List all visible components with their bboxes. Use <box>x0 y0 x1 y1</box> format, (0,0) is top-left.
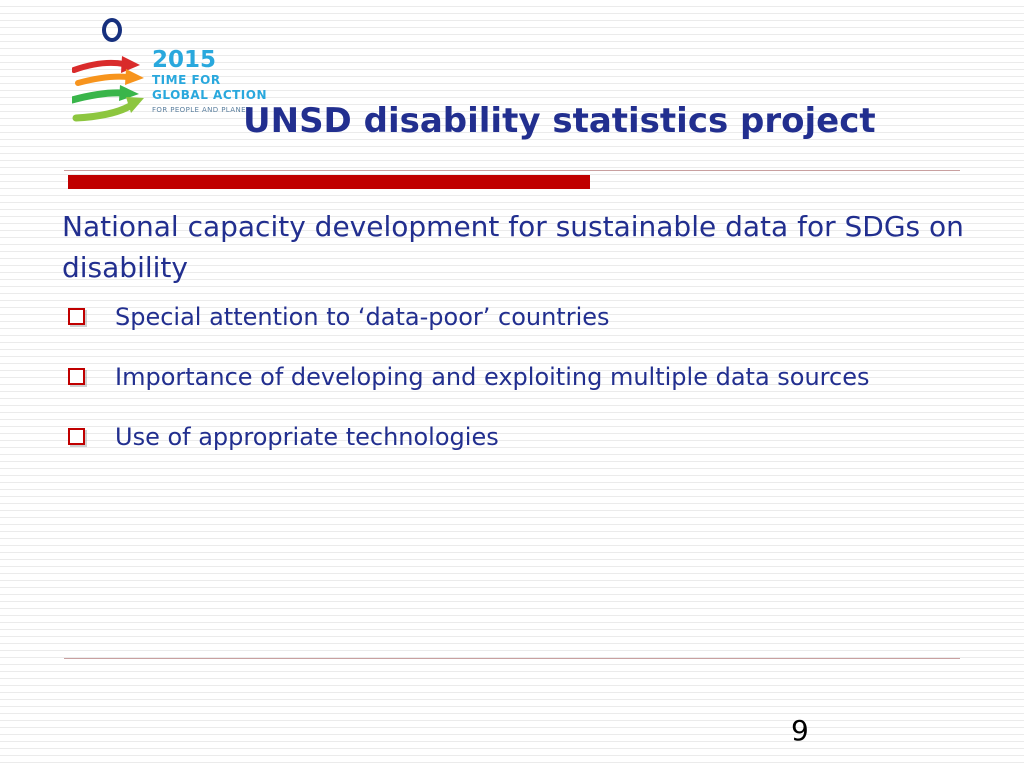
bullet-item: Use of appropriate technologies <box>68 420 968 455</box>
logo-tagline-line3: FOR PEOPLE AND PLANET <box>152 106 251 114</box>
logo-text: 2015 TIME FOR GLOBAL ACTION FOR PEOPLE A… <box>152 48 267 114</box>
red-accent-bar <box>68 175 590 189</box>
bullet-item: Importance of developing and exploiting … <box>68 360 968 395</box>
bullet-item: Special attention to ‘data-poor’ countri… <box>68 300 968 335</box>
bullet-text: Importance of developing and exploiting … <box>115 363 870 391</box>
logo-arrows-icon <box>72 56 144 122</box>
logo: 2015 TIME FOR GLOBAL ACTION FOR PEOPLE A… <box>72 12 282 137</box>
slide-heading: National capacity development for sustai… <box>62 210 964 284</box>
bullet-square-icon <box>68 368 85 385</box>
bullet-list: Special attention to ‘data-poor’ countri… <box>68 300 968 480</box>
logo-o-icon <box>102 18 122 42</box>
logo-tagline-line2: GLOBAL ACTION <box>152 88 268 102</box>
bullet-square-icon <box>68 428 85 445</box>
logo-year: 2015 <box>152 47 217 73</box>
logo-tagline-line1: TIME FOR <box>152 73 221 87</box>
page-number: 9 <box>791 714 809 747</box>
slide-title: UNSD disability statistics project <box>243 101 876 141</box>
bullet-text: Special attention to ‘data-poor’ countri… <box>115 303 610 331</box>
divider-line-bottom <box>64 658 960 659</box>
divider-line-top <box>64 170 960 171</box>
bullet-square-icon <box>68 308 85 325</box>
bullet-text: Use of appropriate technologies <box>115 423 499 451</box>
